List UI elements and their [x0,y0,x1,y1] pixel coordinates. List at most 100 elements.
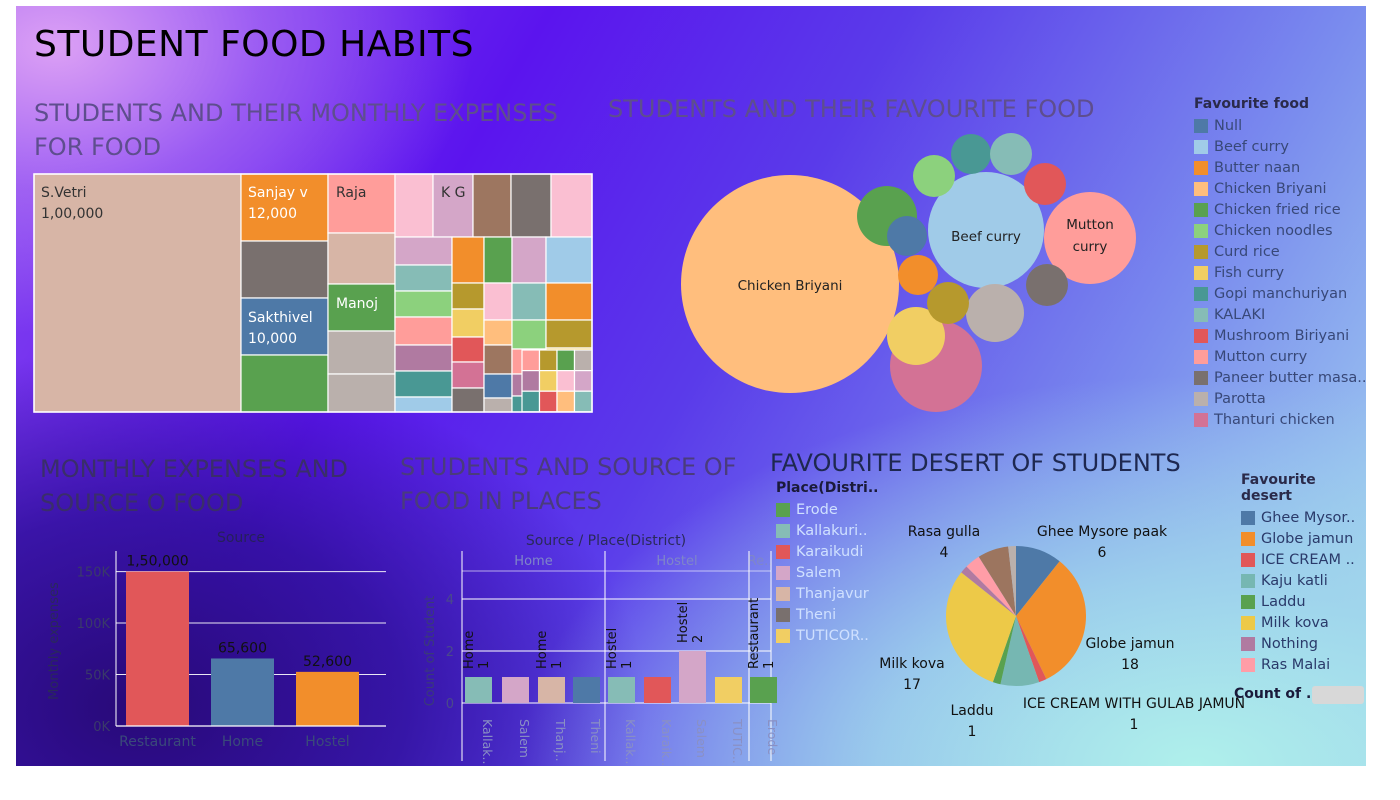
treemap-cell [483,319,513,346]
treemap-value: 12,000 [248,206,297,222]
dessert-slice-label: Milk kova [879,656,944,672]
food-bubble [1026,264,1068,306]
food-legend-item[interactable]: Parotta [1194,388,1366,409]
bar2-bar [715,677,742,703]
treemap-cell [394,344,453,372]
food-legend-item[interactable]: Fish curry [1194,262,1366,283]
food-legend-item[interactable]: KALAKI [1194,304,1366,325]
treemap-label: Sakthivel [248,310,313,326]
treemap-label: Raja [336,185,366,201]
treemap-cell [511,319,547,350]
dessert-slice [1008,546,1016,616]
food-legend-item[interactable]: Butter naan [1194,157,1366,178]
count-legend-label: Count of .. [1234,686,1317,702]
place-legend-item[interactable]: Thanjavur [776,583,896,604]
food-legend-label: KALAKI [1214,306,1266,323]
treemap-label: Manoj [336,296,378,312]
food-legend-label: Chicken fried rice [1214,201,1341,218]
dessert-legend-item[interactable]: ICE CREAM .. [1241,549,1366,570]
treemap-cell [394,173,434,238]
dessert-slice-label: Globe jamun [1085,636,1174,652]
dessert-legend-item[interactable]: Nothing [1241,633,1366,654]
dashboard: STUDENT FOOD HABITS STUDENTS AND THEIR M… [16,6,1366,766]
dessert-slice-count: 6 [1098,545,1107,561]
dessert-slice-count: 1 [1130,717,1139,733]
food-legend-swatch [1194,244,1208,259]
bubble-chart: Chicken Briyani Beef curry Mutton curry [681,133,1136,412]
place-legend-label: Kallakuri.. [796,522,868,539]
food-legend-item[interactable]: Beef curry [1194,136,1366,157]
treemap-cell [240,297,329,356]
dessert-legend-item[interactable]: Ras Malai [1241,654,1366,674]
food-legend-label: Paneer butter masa.. [1214,369,1366,386]
dessert-legend-label: Laddu [1261,593,1306,610]
food-legend-item[interactable]: Thanturi chicken [1194,409,1366,430]
bar2-bar [679,651,706,703]
food-legend-label: Thanturi chicken [1214,411,1335,428]
food-legend-item[interactable]: Gopi manchuriyan [1194,283,1366,304]
bar2-bar-source-label: Restaurant [747,598,762,669]
place-legend-swatch [776,586,790,601]
treemap-cell [538,370,558,392]
food-bubble [1044,192,1136,284]
treemap-cell [538,390,558,413]
bar2-place-label: Thanj.. [553,718,568,762]
bubble-label: curry [1073,239,1108,255]
food-legend-swatch [1194,391,1208,406]
dessert-slice-count: 4 [940,545,949,561]
treemap-value: 1,00,000 [41,206,103,222]
place-legend-item[interactable]: Karaikudi [776,541,896,562]
treemap-cell [483,373,513,399]
place-legend-item[interactable]: TUTICOR.. [776,625,896,646]
dessert-legend-title: Favourite desert [1241,472,1316,504]
treemap-cell [573,349,593,372]
dessert-legend-item[interactable]: Ghee Mysor.. [1241,507,1366,528]
treemap-cell [451,361,485,389]
treemap-value: 10,000 [248,331,297,347]
place-legend-swatch [776,502,790,517]
food-legend-label: Chicken Briyani [1214,180,1327,197]
bar1-y-label: Monthly expenses [47,582,62,700]
count-legend-bar[interactable] [1312,686,1364,704]
bar2-place-label: Salem [517,719,532,758]
place-legend-label: Thanjavur [796,585,869,602]
bar2-bar-count-label: 1 [477,661,492,669]
food-legend-item[interactable]: Paneer butter masa.. [1194,367,1366,388]
dessert-legend-item[interactable]: Kaju katli [1241,570,1366,591]
bar1-category-label: Hostel [305,734,349,750]
dessert-legend-item[interactable]: Milk kova [1241,612,1366,633]
source-place-chart: Source / Place(District) Home Hostel Re.. 0 2… [423,533,780,766]
place-legend-label: Salem [796,564,842,581]
food-legend-item[interactable]: Null [1194,115,1366,136]
treemap-cell [451,236,485,284]
place-legend-item[interactable]: Kallakuri.. [776,520,896,541]
treemap-cell [521,370,541,392]
treemap-cell [511,236,547,284]
treemap-cell [394,316,453,346]
treemap-cell [327,232,396,285]
food-legend-item[interactable]: Mutton curry [1194,346,1366,367]
treemap-cell [511,282,547,321]
place-legend-item[interactable]: Salem [776,562,896,583]
bar2-group-label: Re.. [748,554,773,569]
bar2-place-label: Theni [588,718,603,754]
place-legend-label: Theni [796,606,837,623]
food-legend: Favourite food Null Beef curry Butter naan… [1194,96,1366,430]
food-legend-item[interactable]: Curd rice [1194,241,1366,262]
dessert-legend-label: Globe jamun [1261,530,1354,547]
food-legend-item[interactable]: Chicken fried rice [1194,199,1366,220]
dessert-legend-item[interactable]: Globe jamun [1241,528,1366,549]
place-legend-label: Erode [796,501,838,518]
food-legend-item[interactable]: Chicken noodles [1194,220,1366,241]
place-legend-item[interactable]: Erode [776,499,896,520]
dessert-slice [992,616,1016,685]
place-legend-item[interactable]: Theni [776,604,896,625]
treemap-cell [521,349,541,372]
dessert-legend-item[interactable]: Laddu [1241,591,1366,612]
food-legend-item[interactable]: Mushroom Biriyani [1194,325,1366,346]
food-legend-item[interactable]: Chicken Briyani [1194,178,1366,199]
dessert-legend-label: Ghee Mysor.. [1261,509,1356,526]
bar2-tick-label: 2 [446,645,454,660]
dessert-legend-label: Kaju katli [1261,572,1328,589]
treemap-cell [451,336,485,363]
